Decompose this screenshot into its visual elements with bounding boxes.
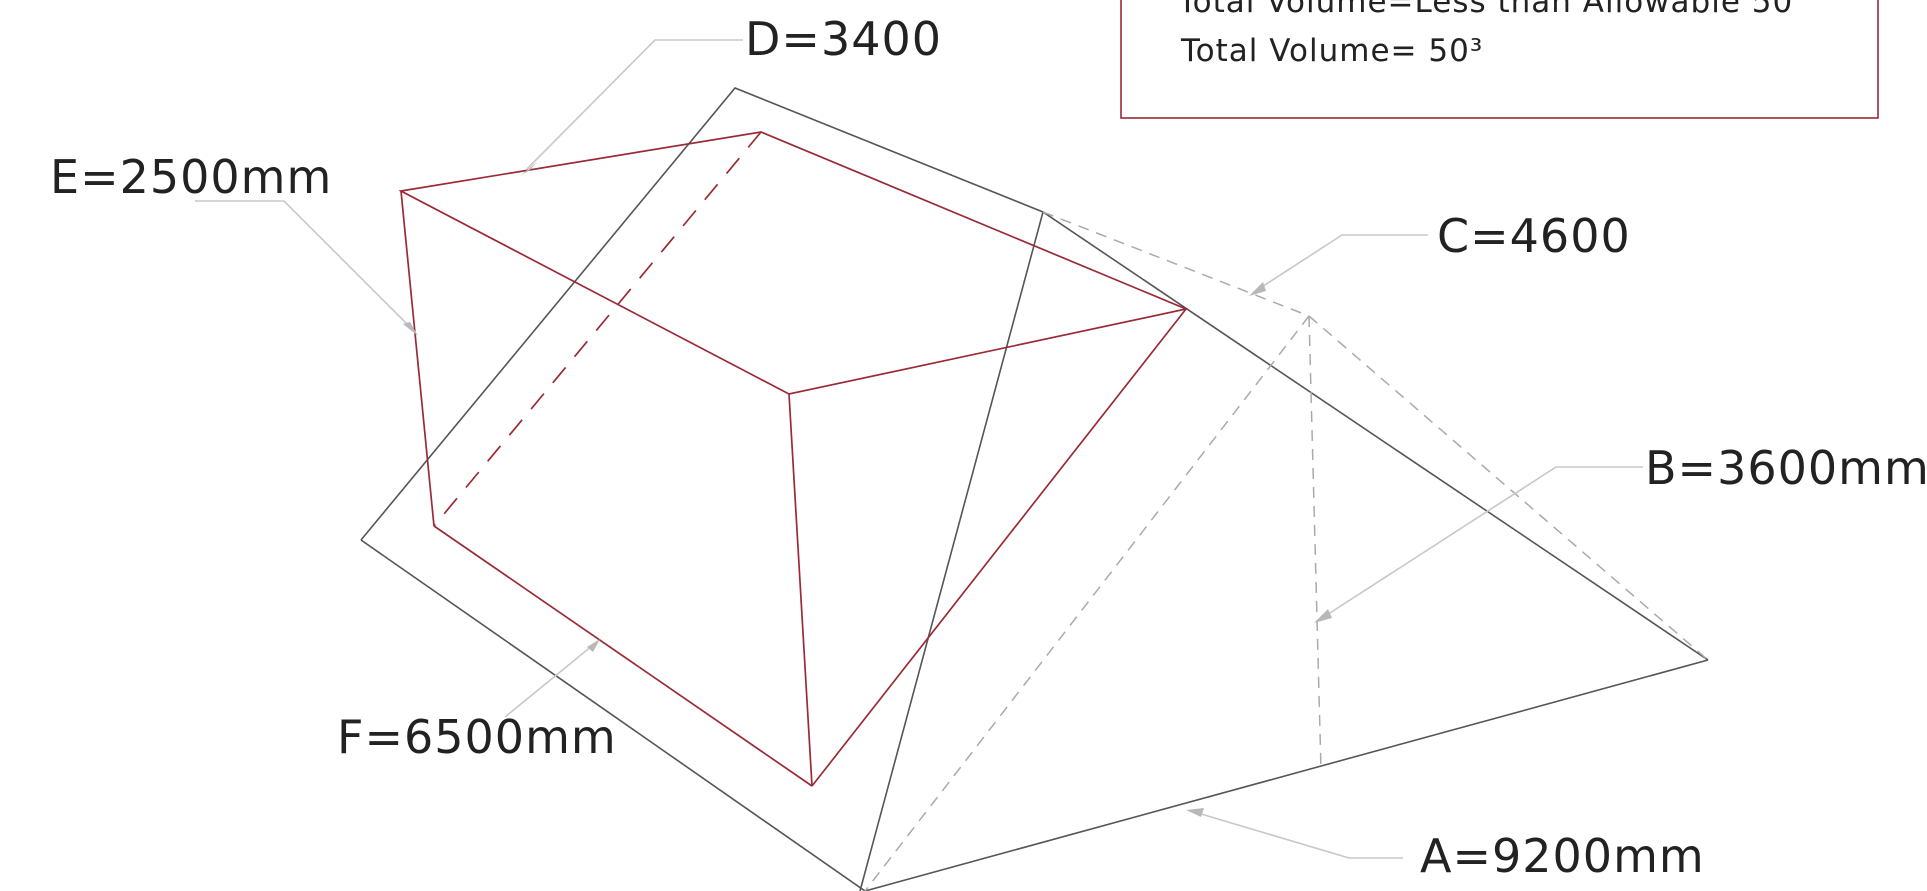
outer-front-edge bbox=[360, 539, 1709, 891]
info-line-total-volume-allowable: Total Volume=Less than Allowable 50 bbox=[1177, 0, 1793, 20]
block-edge-bottom-front bbox=[433, 525, 813, 787]
leader-b-arrow bbox=[1314, 609, 1332, 623]
leaders bbox=[195, 39, 1643, 859]
hidden-edges bbox=[864, 211, 1709, 891]
hidden-edge-top-right bbox=[1308, 315, 1709, 661]
dimension-label-b: B=3600mm bbox=[1645, 441, 1927, 495]
info-line-total-volume: Total Volume= 50³ bbox=[1180, 33, 1483, 69]
hidden-edge-vertical bbox=[1308, 315, 1322, 771]
leader-e bbox=[195, 200, 416, 333]
block-edge-left-vertical bbox=[400, 190, 435, 527]
dimension-label-d: D=3400 bbox=[745, 12, 942, 66]
leader-f bbox=[504, 640, 599, 718]
outer-ridge-edge bbox=[859, 211, 1044, 891]
block-top-face bbox=[398, 131, 1189, 395]
leader-c-arrow bbox=[1249, 282, 1266, 296]
hidden-edge-top-left bbox=[1042, 211, 1310, 317]
hidden-edge-diagonal bbox=[864, 315, 1310, 891]
outer-outline bbox=[360, 87, 1709, 891]
block-edge-hidden bbox=[433, 131, 762, 527]
outer-back-edge bbox=[360, 87, 1709, 661]
leader-c bbox=[1253, 234, 1428, 293]
leader-f-arrow bbox=[587, 639, 600, 652]
leader-a-arrow bbox=[1186, 808, 1204, 817]
dimension-label-e: E=2500mm bbox=[50, 150, 332, 204]
block-edge-right-slope bbox=[811, 308, 1187, 787]
dimension-label-c: C=4600 bbox=[1437, 209, 1631, 263]
leader-d bbox=[526, 39, 743, 170]
leader-e-arrow bbox=[403, 322, 418, 336]
leader-d-arrow bbox=[520, 162, 537, 176]
dimension-label-f: F=6500mm bbox=[337, 710, 617, 764]
block-edge-front-vertical bbox=[788, 393, 813, 787]
dimension-label-a: A=9200mm bbox=[1420, 829, 1705, 883]
info-box bbox=[1120, 0, 1879, 119]
block bbox=[398, 131, 1189, 787]
leader-a bbox=[1190, 810, 1403, 859]
leader-b bbox=[1318, 466, 1643, 621]
